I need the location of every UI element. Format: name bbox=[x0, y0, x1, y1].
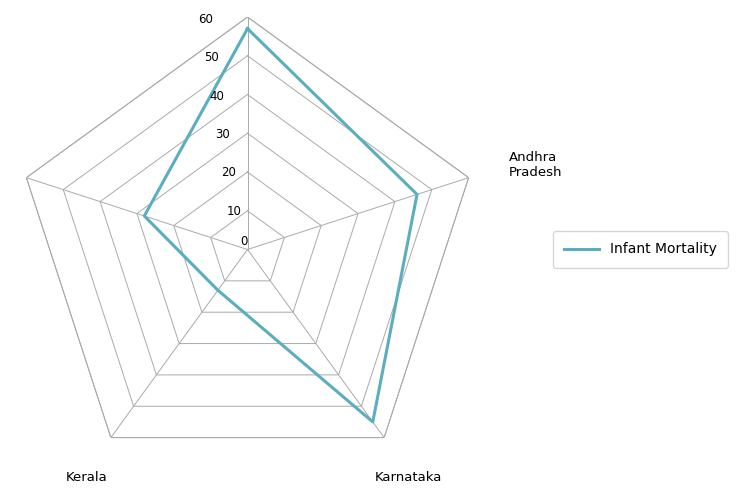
Text: 30: 30 bbox=[215, 128, 230, 141]
Text: 20: 20 bbox=[221, 166, 236, 179]
Text: Karnataka: Karnataka bbox=[375, 472, 442, 485]
Legend: Infant Mortality: Infant Mortality bbox=[553, 232, 728, 267]
Text: 60: 60 bbox=[198, 13, 213, 26]
Text: 50: 50 bbox=[204, 51, 218, 64]
Text: 40: 40 bbox=[209, 90, 224, 103]
Text: Andhra
Pradesh: Andhra Pradesh bbox=[509, 151, 562, 179]
Text: 0: 0 bbox=[240, 235, 248, 248]
Text: Kerala: Kerala bbox=[65, 472, 107, 485]
Text: 10: 10 bbox=[226, 205, 242, 218]
